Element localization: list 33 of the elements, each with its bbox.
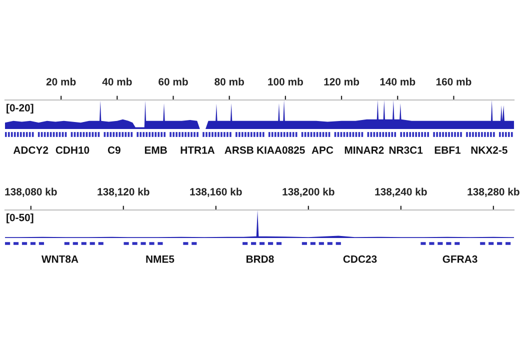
x-tick-label: 138,200 kb	[282, 188, 334, 197]
x-tick-label: 138,280 kb	[468, 188, 520, 197]
x-tick-label: 138,080 kb	[5, 188, 57, 197]
text: EBF1	[434, 146, 461, 154]
x-tick-label: 40 mb	[102, 78, 132, 86]
x-tick-label: 80 mb	[214, 78, 244, 86]
text: CDH10	[56, 146, 90, 154]
x-tick-label: 20 mb	[46, 78, 76, 86]
text: CDC23	[343, 255, 377, 263]
text: APC	[312, 146, 334, 154]
text: NME5	[146, 256, 174, 263]
x-tick-label: 100 mb	[268, 78, 303, 86]
text: BRD8	[246, 255, 274, 263]
x-tick-label: 140 mb	[380, 78, 416, 86]
text: C9	[108, 146, 120, 154]
x-tick-label: 160 mb	[436, 78, 472, 86]
x-tick-label: 60 mb	[158, 78, 188, 86]
text: EMB	[144, 146, 167, 154]
x-tick-label: 138,120 kb	[98, 188, 150, 197]
text: MINAR2	[344, 146, 384, 154]
text: NKX2-5	[471, 146, 508, 154]
x-tick-label: 138,240 kb	[375, 188, 427, 197]
text: WNT8A	[41, 255, 78, 263]
text: NR3C1	[389, 146, 423, 154]
text: ADCY2	[13, 146, 48, 154]
annotation: [0-50]	[6, 214, 34, 224]
text: KIAA0825	[257, 146, 305, 154]
annotation: [0-20]	[6, 104, 34, 114]
x-tick-label: 120 mb	[324, 78, 360, 86]
text: HTR1A	[180, 146, 215, 154]
x-tick-label: 138,160 kb	[190, 188, 242, 197]
text: ARSB	[224, 146, 254, 154]
text: GFRA3	[442, 255, 478, 263]
